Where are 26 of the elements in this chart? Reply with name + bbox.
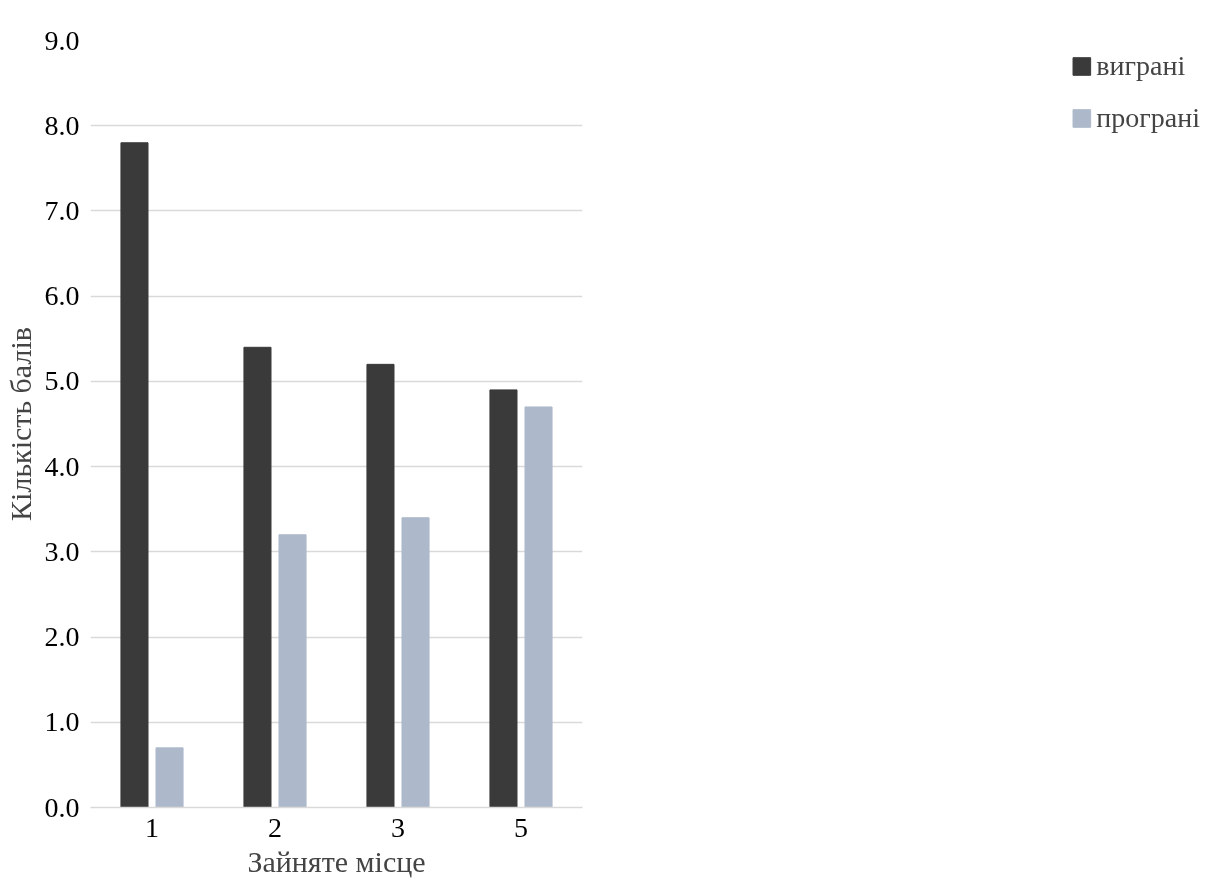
y-tick-label: 0.0 <box>44 791 80 823</box>
bar <box>489 389 518 808</box>
bar <box>366 363 395 808</box>
x-axis-title: Зайняте місце <box>247 844 426 878</box>
y-axis-title: Кількість балів <box>3 327 37 521</box>
y-tick-label: 6.0 <box>44 280 80 312</box>
bar <box>243 346 272 808</box>
x-tick-label: 1 <box>145 811 159 843</box>
y-tick-label: 9.0 <box>44 24 80 56</box>
y-tick-label: 1.0 <box>44 706 80 738</box>
x-tick-label: 3 <box>391 811 405 843</box>
bar <box>401 517 430 808</box>
bar <box>120 142 149 808</box>
x-tick-label: 5 <box>514 811 528 843</box>
y-tick-label: 8.0 <box>44 109 80 141</box>
bar <box>278 534 307 808</box>
bar <box>155 747 184 808</box>
y-tick-label: 7.0 <box>44 194 80 226</box>
legend-label: виграні <box>1096 50 1186 82</box>
y-tick-label: 2.0 <box>44 621 80 653</box>
y-tick-label: 3.0 <box>44 535 80 567</box>
bar <box>524 406 553 808</box>
x-tick-label: 2 <box>268 811 282 843</box>
y-tick-label: 4.0 <box>44 450 80 482</box>
y-tick-label: 5.0 <box>44 365 80 397</box>
legend-label: програні <box>1096 102 1200 134</box>
